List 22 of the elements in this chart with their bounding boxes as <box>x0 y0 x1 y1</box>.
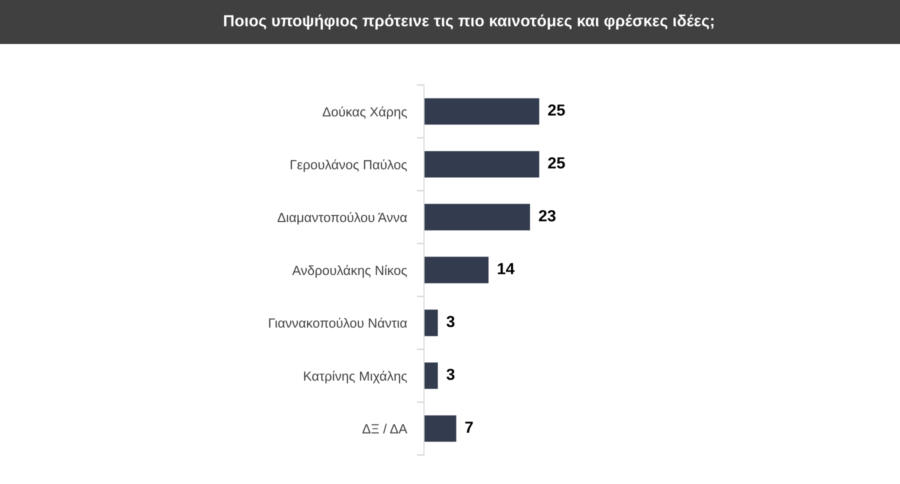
bar <box>424 151 540 178</box>
y-tick-label: Δούκας Χάρης <box>322 106 407 120</box>
y-tick-label: ΔΞ / ΔΑ <box>362 424 408 434</box>
bar <box>424 256 489 284</box>
bar <box>424 98 540 125</box>
data-label: 7 <box>465 422 473 433</box>
bar <box>424 362 438 389</box>
y-tick-label: Ανδρουλάκης Νίκος <box>292 265 407 278</box>
data-label: 25 <box>548 157 565 169</box>
chart-title: Ποιος υποψήφιος πρότεινε τις πιο καινοτόμες και φρέσκες ιδέες; <box>224 14 714 30</box>
data-label: 3 <box>446 368 454 380</box>
data-label: 25 <box>548 104 565 116</box>
y-tick-label: Γερουλάνος Παύλος <box>290 159 407 172</box>
bar <box>424 204 530 230</box>
data-label: 14 <box>498 263 515 274</box>
y-tick-label: Γιαννακοπούλου Νάντια <box>269 318 407 328</box>
y-tick-label: Διαμαντοπούλου Άννα <box>278 212 407 225</box>
bar <box>424 415 456 442</box>
y-tick-label: Κατρίνης Μιχάλης <box>304 370 407 384</box>
data-label: 3 <box>446 316 454 328</box>
data-label: 23 <box>538 210 556 222</box>
bar <box>424 310 438 336</box>
